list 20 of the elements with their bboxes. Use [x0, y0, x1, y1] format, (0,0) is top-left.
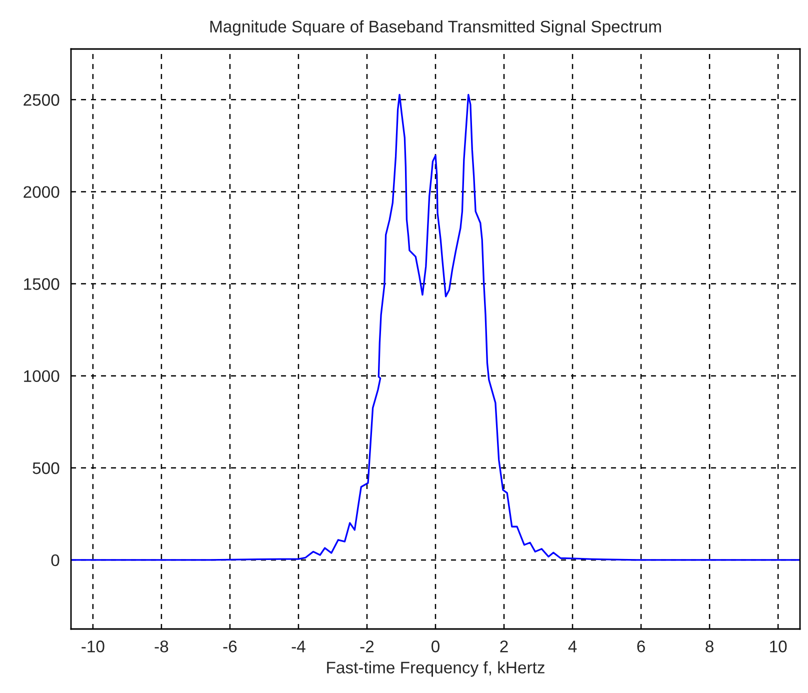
- y-tick-label: 500: [32, 462, 60, 474]
- x-tick-label: 4: [568, 640, 577, 652]
- x-axis-title: Fast-time Frequency f, kHertz: [327, 661, 544, 677]
- chart-title: Magnitude Square of Baseband Transmitted Signal Spectrum: [210, 20, 661, 36]
- x-tick-label: -4: [292, 640, 306, 652]
- y-tick-label: 2000: [24, 186, 60, 198]
- x-tick-label: 2: [500, 640, 508, 652]
- x-tick-label: 8: [706, 640, 714, 652]
- y-tick-label: 1000: [24, 370, 60, 382]
- y-tick-label: 0: [51, 554, 60, 566]
- x-tick-label: -8: [154, 640, 168, 652]
- x-tick-label: 10: [770, 640, 787, 652]
- x-tick-label: -6: [223, 640, 237, 652]
- y-tick-label: 2500: [24, 94, 60, 106]
- x-tick-label: 6: [637, 640, 645, 652]
- x-tick-label: -10: [82, 640, 104, 652]
- y-tick-label: 1500: [24, 278, 60, 290]
- line-series: [71, 94, 800, 561]
- x-tick-label: 0: [432, 640, 440, 652]
- x-tick-label: -2: [360, 640, 374, 652]
